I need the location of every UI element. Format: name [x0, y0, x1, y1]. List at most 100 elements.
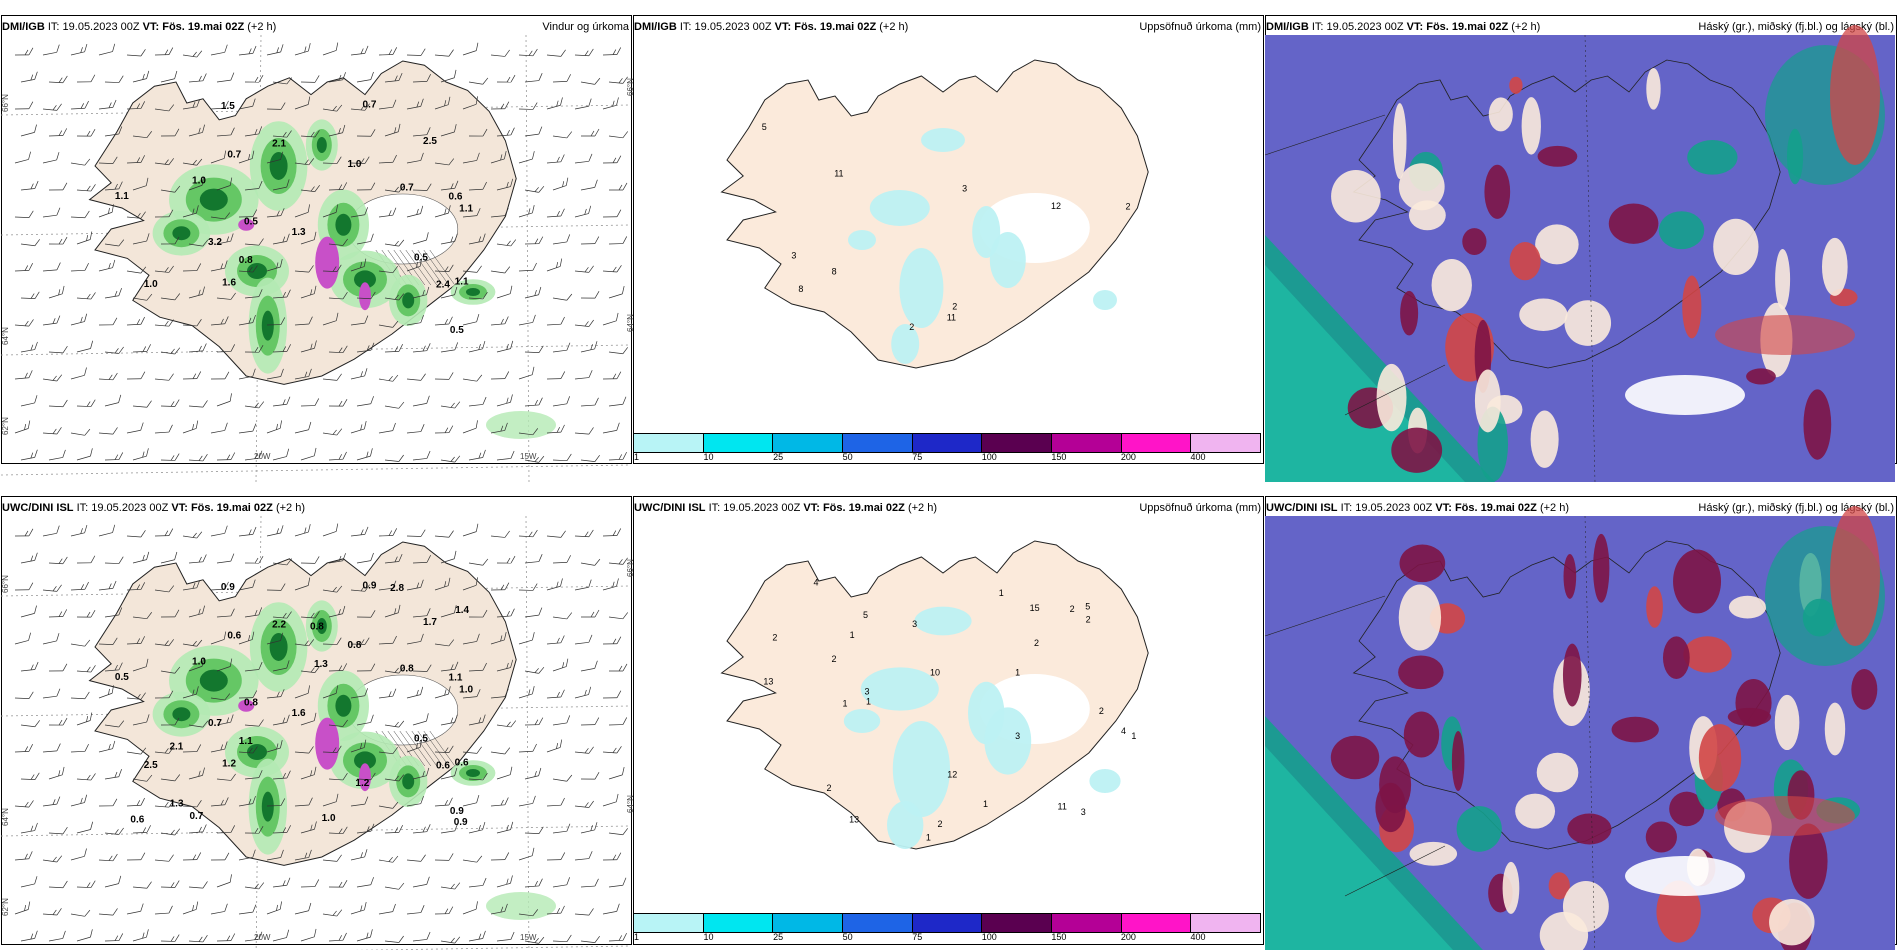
lon-label: 15W: [520, 452, 537, 461]
colorbar-tick: 150: [1051, 452, 1067, 462]
lat-label: 64°N: [1, 808, 10, 826]
it-value: 19.05.2023 00Z: [694, 21, 772, 33]
colorbar-tick: 400: [1190, 932, 1206, 942]
it-value: 19.05.2023 00Z: [62, 21, 140, 33]
graticule-line: [0, 464, 631, 476]
colorbar-tick: 400: [1190, 452, 1206, 462]
panel-header: DMI/IGB IT: 19.05.2023 00Z VT: Fös. 19.m…: [634, 18, 1263, 36]
it-value: 19.05.2023 00Z: [1355, 502, 1433, 514]
wind-precip-panel-uwc: UWC/DINI ISL IT: 19.05.2023 00Z VT: Fös.…: [1, 496, 632, 945]
vt-value: Fös. 19.mai 02Z: [1426, 21, 1509, 33]
it-label: IT:: [1340, 502, 1353, 514]
wind-precip-panel-dmi: DMI/IGB IT: 19.05.2023 00Z VT: Fös. 19.m…: [1, 15, 632, 464]
it-value: 19.05.2023 00Z: [91, 502, 169, 514]
colorbar-swatch: [912, 434, 983, 452]
colorbar-tick: 1: [634, 452, 640, 462]
colorbar-tick: 200: [1120, 452, 1136, 462]
colorbar-swatch: [982, 914, 1053, 932]
lon-label: 20W: [254, 933, 271, 942]
model-name: DMI/IGB: [1266, 21, 1309, 33]
it-label: IT:: [1311, 21, 1324, 33]
colorbar-swatch: [1191, 434, 1261, 452]
it-value: 19.05.2023 00Z: [1326, 21, 1404, 33]
panel-title: Vindur og úrkoma: [542, 21, 629, 33]
lat-label: 64°N: [1, 327, 10, 345]
panel-header: UWC/DINI ISL IT: 19.05.2023 00Z VT: Fös.…: [634, 499, 1263, 517]
lat-label: 64°N: [626, 314, 635, 332]
colorbar-tick: 25: [773, 932, 784, 942]
model-name: DMI/IGB: [634, 21, 677, 33]
colorbar-tick: 10: [703, 932, 714, 942]
colorbar-tick: 50: [842, 452, 853, 462]
accum-precip-panel-uwc: UWC/DINI ISL IT: 19.05.2023 00Z VT: Fös.…: [633, 496, 1264, 945]
vt-label: VT:: [171, 502, 188, 514]
panel-title: Uppsöfnuð úrkoma (mm): [1139, 21, 1261, 33]
colorbar-tick: 75: [912, 932, 923, 942]
it-label: IT:: [679, 21, 692, 33]
lead-time: (+2 h): [879, 21, 909, 33]
colorbar-tick: 200: [1120, 932, 1136, 942]
vt-label: VT:: [803, 502, 820, 514]
accum-precip-panel-dmi: DMI/IGB IT: 19.05.2023 00Z VT: Fös. 19.m…: [633, 15, 1264, 464]
model-name: UWC/DINI ISL: [2, 502, 74, 514]
panel-header: UWC/DINI ISL IT: 19.05.2023 00Z VT: Fös.…: [1266, 499, 1896, 517]
colorbar-tick: 100: [981, 452, 997, 462]
lead-time: (+2 h): [1539, 502, 1569, 514]
colorbar-swatch: [1121, 434, 1192, 452]
lat-label: 66°N: [1, 94, 10, 112]
lat-label: 66°N: [626, 78, 635, 96]
colorbar-swatch: [634, 434, 704, 452]
vt-value: Fös. 19.mai 02Z: [1454, 502, 1537, 514]
colorbar-tick: 100: [981, 932, 997, 942]
lat-label: 66°N: [1, 575, 10, 593]
lat-label: 62°N: [1, 417, 10, 435]
colorbar-tick: 75: [912, 452, 923, 462]
colorbar-uwc: [633, 913, 1261, 933]
vt-value: Fös. 19.mai 02Z: [190, 502, 273, 514]
vt-value: Fös. 19.mai 02Z: [794, 21, 877, 33]
lon-label: 20W: [254, 452, 271, 461]
colorbar-dmi: [633, 433, 1261, 453]
colorbar-tick: 150: [1051, 932, 1067, 942]
vt-value: Fös. 19.mai 02Z: [822, 502, 905, 514]
colorbar-swatch: [1052, 434, 1122, 452]
colorbar-tick: 10: [703, 452, 714, 462]
lead-time: (+2 h): [275, 502, 305, 514]
model-name: UWC/DINI ISL: [1266, 502, 1338, 514]
it-label: IT:: [76, 502, 89, 514]
colorbar-swatch: [982, 434, 1053, 452]
colorbar-swatch: [773, 914, 844, 932]
colorbar-swatch: [773, 434, 844, 452]
colorbar-swatch: [703, 914, 774, 932]
graticule-line: [353, 945, 631, 950]
lat-label: 64°N: [626, 795, 635, 813]
vt-label: VT:: [142, 21, 160, 33]
it-label: IT:: [708, 502, 721, 514]
vt-value: Fös. 19.mai 02Z: [162, 21, 245, 33]
panel-title: Uppsöfnuð úrkoma (mm): [1139, 502, 1261, 514]
panel-header: DMI/IGB IT: 19.05.2023 00Z VT: Fös. 19.m…: [2, 18, 631, 36]
lead-time: (+2 h): [907, 502, 937, 514]
lead-time: (+2 h): [247, 21, 277, 33]
colorbar-swatch: [843, 914, 913, 932]
panel-header: DMI/IGB IT: 19.05.2023 00Z VT: Fös. 19.m…: [1266, 18, 1896, 36]
colorbar-tick: 1: [634, 932, 640, 942]
vt-label: VT:: [774, 21, 792, 33]
panel-title: Háský (gr.), miðský (fj.bl.) og lágský (…: [1698, 21, 1894, 33]
colorbar-swatch: [1191, 914, 1261, 932]
lead-time: (+2 h): [1511, 21, 1541, 33]
colorbar-swatch: [1121, 914, 1192, 932]
colorbar-tick: 50: [842, 932, 853, 942]
model-name: DMI/IGB: [2, 21, 45, 33]
panel-title: Háský (gr.), miðský (fj.bl.) og lágský (…: [1698, 502, 1894, 514]
vt-label: VT:: [1435, 502, 1452, 514]
colorbar-swatch: [634, 914, 704, 932]
lat-label: 66°N: [626, 559, 635, 577]
panel-header: UWC/DINI ISL IT: 19.05.2023 00Z VT: Fös.…: [2, 499, 631, 517]
it-value: 19.05.2023 00Z: [723, 502, 801, 514]
colorbar-tick: 25: [773, 452, 784, 462]
colorbar-swatch: [1052, 914, 1122, 932]
vt-label: VT:: [1406, 21, 1424, 33]
lon-label: 15W: [520, 933, 537, 942]
colorbar-swatch: [912, 914, 983, 932]
